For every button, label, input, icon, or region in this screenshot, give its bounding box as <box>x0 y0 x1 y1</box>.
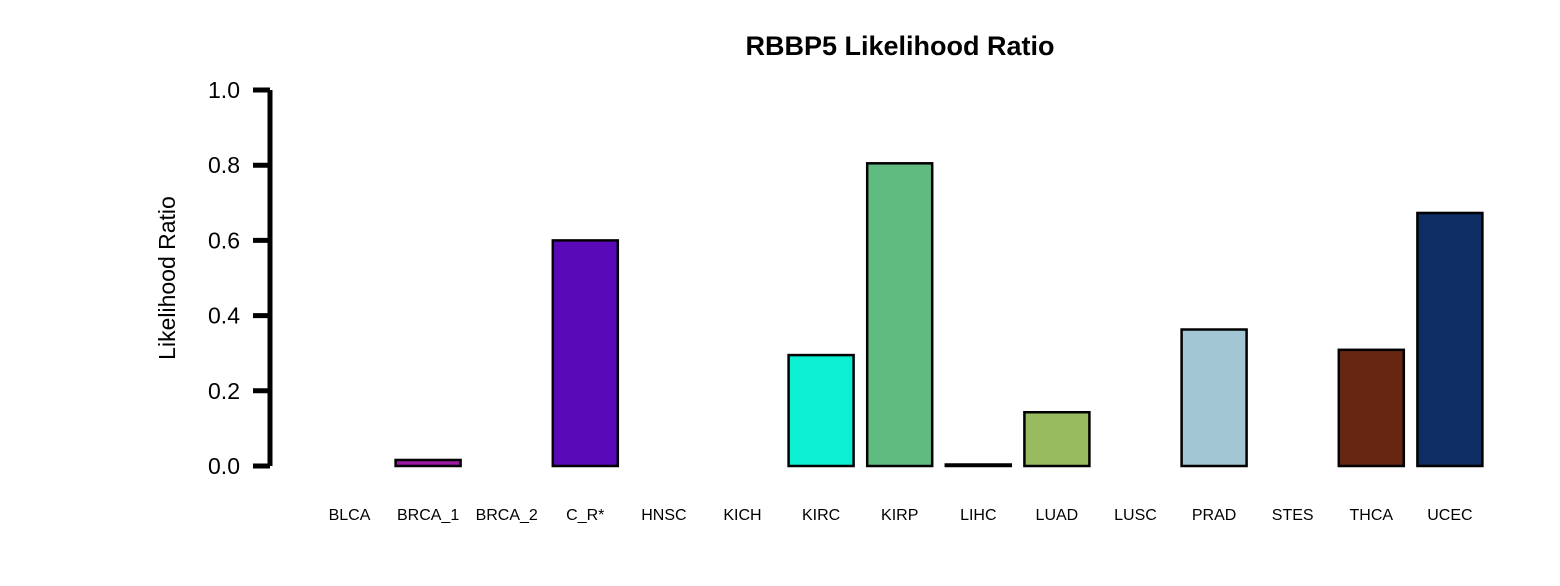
x-tick-label: KICH <box>723 507 761 524</box>
chart-title: RBBP5 Likelihood Ratio <box>745 31 1054 61</box>
bar-brca-1 <box>394 458 462 468</box>
y-tick-label: 0.6 <box>208 227 240 253</box>
x-tick-label: BRCA_1 <box>397 507 459 524</box>
bar-prad <box>1180 328 1248 468</box>
x-tick-label: UCEC <box>1427 507 1472 524</box>
bar-luad <box>1023 410 1091 468</box>
x-tick-label: STES <box>1272 507 1314 524</box>
bar-thca <box>1337 348 1406 468</box>
bars <box>394 162 1484 468</box>
y-tick-label: 0.4 <box>208 303 240 329</box>
x-tick-label: KIRP <box>881 507 918 524</box>
bar-kirp <box>865 162 934 468</box>
y-axis: 0.0 0.2 0.4 0.6 0.8 1.0 <box>208 77 273 479</box>
x-tick-label: LIHC <box>960 507 996 524</box>
x-tick-label: THCA <box>1350 507 1394 524</box>
y-tick-label: 1.0 <box>208 77 240 103</box>
y-tick-label: 0.2 <box>208 378 240 404</box>
x-tick-label: LUAD <box>1036 507 1079 524</box>
x-tick-label: C_R* <box>566 507 604 524</box>
bar-kirc <box>787 353 855 468</box>
x-tick-label: KIRC <box>802 507 840 524</box>
y-tick-label: 0.8 <box>208 152 240 178</box>
y-axis-label: Likelihood Ratio <box>154 196 180 360</box>
bar-ucec <box>1416 211 1484 468</box>
x-tick-labels: BLCA BRCA_1 BRCA_2 C_R* HNSC KICH KIRC KIRP LIHC… <box>329 507 1473 524</box>
y-tick-label: 0.0 <box>208 453 240 479</box>
x-tick-label: BLCA <box>329 507 371 524</box>
x-tick-label: LUSC <box>1114 507 1157 524</box>
bar-lihc <box>944 463 1013 468</box>
bar-c-r <box>551 239 620 468</box>
x-tick-label: BRCA_2 <box>476 507 538 524</box>
x-tick-label: HNSC <box>641 507 686 524</box>
x-tick-label: PRAD <box>1192 507 1236 524</box>
